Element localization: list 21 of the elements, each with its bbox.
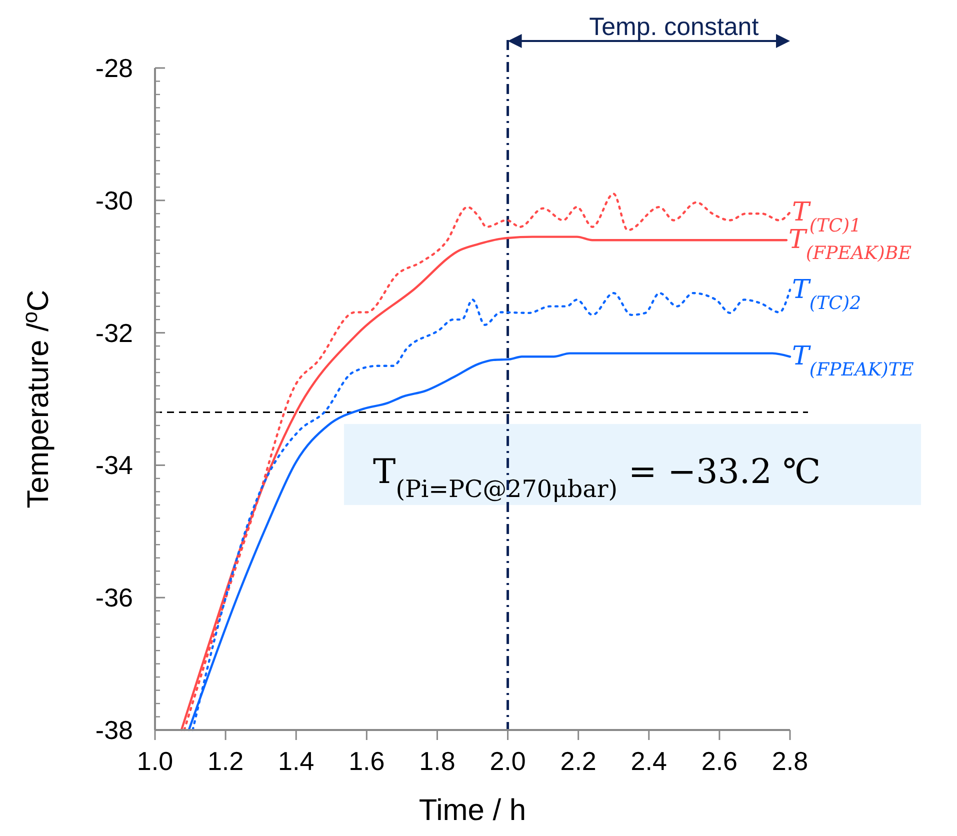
y-tick-label: -30 [95, 185, 133, 216]
x-tick-label: 1.8 [419, 746, 456, 776]
y-tick-label: -36 [95, 582, 133, 613]
series-label: T$_{(TC)2}$ [792, 274, 862, 314]
x-tick-label: 2.0 [490, 746, 526, 776]
x-tick-label: 2.6 [701, 746, 738, 776]
x-tick-label: 2.8 [772, 746, 808, 776]
text: Temp. constant [589, 13, 759, 41]
annotation: T$_{(Pi=PC@270μbar)}$ = −33.2 ℃ [373, 452, 821, 503]
x-tick-label: 1.6 [348, 746, 385, 776]
y-tick-label: -34 [95, 450, 133, 480]
y-tick-label: -32 [95, 318, 133, 348]
y-tick-label: -28 [95, 53, 133, 83]
series-label: T$_{(FPEAK)TE}$ [792, 342, 914, 380]
x-tick-label: 2.4 [630, 746, 667, 776]
x-axis-title: Time / h [418, 794, 526, 827]
x-tick-label: 1.0 [136, 746, 174, 776]
x-tick-label: 1.4 [278, 746, 314, 776]
y-tick-label: -38 [95, 715, 133, 745]
x-tick-label: 1.2 [207, 746, 244, 776]
x-tick-label: 2.2 [560, 746, 596, 776]
